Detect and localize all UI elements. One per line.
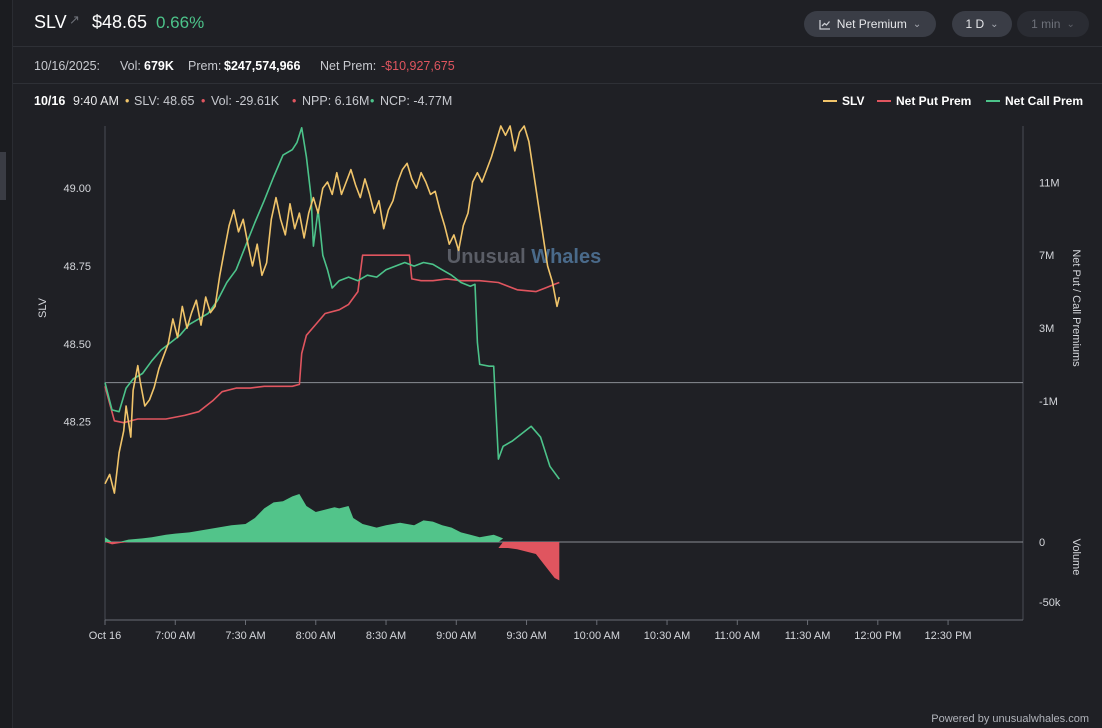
summary-prem-label: Prem: xyxy=(188,59,222,73)
chart-mode-label: Net Premium xyxy=(836,17,907,31)
readout-npp: NPP: 6.16M xyxy=(302,94,370,108)
x-tick-label: 7:30 AM xyxy=(225,630,265,642)
range-label: 1 D xyxy=(965,17,985,31)
premium-tick-label: 3M xyxy=(1039,323,1054,335)
current-price: $48.65 xyxy=(92,12,148,32)
interval-label: 1 min xyxy=(1031,17,1061,31)
readout-dot-vol: • xyxy=(201,94,206,108)
x-tick-label: 11:00 AM xyxy=(714,630,760,642)
interval-dropdown[interactable]: 1 min ⌄ xyxy=(1017,11,1089,37)
volume-tick-label: 0 xyxy=(1039,537,1045,549)
volume-tick-label: -50k xyxy=(1039,597,1061,609)
legend-label-net-call: Net Call Prem xyxy=(1005,94,1084,108)
footer-attribution: Powered by unusualwhales.com xyxy=(931,713,1089,725)
premium-tick-label: 7M xyxy=(1039,250,1054,262)
x-tick-label: 11:30 AM xyxy=(785,630,831,642)
price-tick-label: 48.50 xyxy=(63,339,91,351)
slv-price-line[interactable] xyxy=(104,125,561,494)
net-put-prem-line[interactable] xyxy=(104,254,560,424)
price-tick-label: 48.75 xyxy=(63,261,91,273)
summary-date: 10/16/2025: xyxy=(34,59,101,73)
net-call-prem-line[interactable] xyxy=(104,127,560,480)
x-tick-label: 7:00 AM xyxy=(155,630,195,642)
watermark: Unusual Whales xyxy=(447,246,601,268)
premium-chart[interactable]: Unusual Whales 49.00 48.75 48.50 48.25 SLV 11M… xyxy=(13,0,1102,700)
volume-area-negative xyxy=(105,542,560,581)
readout-dot-npp: • xyxy=(292,94,297,108)
chevron-down-icon: ⌄ xyxy=(990,18,999,30)
line-chart-icon xyxy=(819,19,830,30)
summary-vol-value: 679K xyxy=(144,59,174,73)
range-dropdown[interactable]: 1 D ⌄ xyxy=(952,11,1012,37)
x-tick-label: 12:30 PM xyxy=(925,630,972,642)
ticker-symbol[interactable]: SLV xyxy=(34,12,67,32)
summary-netprem-value: -$10,927,675 xyxy=(381,59,455,73)
left-rail xyxy=(0,0,13,728)
legend-swatch-net-put xyxy=(877,100,891,102)
x-tick-label: 9:00 AM xyxy=(436,630,476,642)
legend-label-net-put: Net Put Prem xyxy=(896,94,972,108)
chart-panel: SLV ↗ $48.65 0.66% Net Premium ⌄ 1 D ⌄ 1… xyxy=(13,0,1102,728)
readout-dot-ncp: • xyxy=(370,94,375,108)
x-tick-label: 9:30 AM xyxy=(506,630,546,642)
readout-date: 10/16 xyxy=(34,94,66,108)
summary-netprem-label: Net Prem: xyxy=(320,59,377,73)
legend-label-slv: SLV xyxy=(842,94,865,108)
premium-tick-label: -1M xyxy=(1039,396,1058,408)
x-tick-label: 10:00 AM xyxy=(574,630,620,642)
legend-slv[interactable]: SLV xyxy=(823,94,864,108)
price-tick-label: 49.00 xyxy=(63,183,91,195)
summary-prem-value: $247,574,966 xyxy=(224,59,301,73)
daily-summary-bar: 10/16/2025: Vol: 679K Prem: $247,574,966… xyxy=(13,47,1102,84)
x-tick-label: 8:00 AM xyxy=(296,630,336,642)
header-bar: SLV ↗ $48.65 0.66% Net Premium ⌄ 1 D ⌄ 1… xyxy=(13,0,1102,47)
readout-slv: SLV: 48.65 xyxy=(134,94,195,108)
chart-mode-dropdown[interactable]: Net Premium ⌄ xyxy=(804,11,936,37)
readout-dot-slv: • xyxy=(125,94,130,108)
readout-ncp: NCP: -4.77M xyxy=(380,94,453,108)
summary-vol-label: Vol: xyxy=(120,59,141,73)
price-tick-label: 48.25 xyxy=(63,417,91,429)
x-tick-label: Oct 16 xyxy=(89,630,121,642)
chevron-down-icon: ⌄ xyxy=(1066,18,1075,30)
price-change: 0.66% xyxy=(156,13,205,32)
volume-area-positive xyxy=(105,494,560,542)
premium-tick-label: 11M xyxy=(1039,177,1060,189)
left-rail-tab[interactable] xyxy=(0,152,6,200)
x-tick-label: 12:00 PM xyxy=(854,630,901,642)
premium-axis-label: Net Put / Call Premiums xyxy=(1070,249,1082,367)
legend-net-put[interactable]: Net Put Prem xyxy=(877,94,971,108)
x-tick-label: 8:30 AM xyxy=(366,630,406,642)
crosshair-readout: 10/16 9:40 AM • SLV: 48.65 • Vol: -29.61… xyxy=(13,84,1102,114)
legend-swatch-net-call xyxy=(986,100,1000,102)
price-axis-label: SLV xyxy=(37,297,49,318)
external-link-icon[interactable]: ↗ xyxy=(69,12,80,27)
x-tick-label: 10:30 AM xyxy=(644,630,690,642)
readout-vol: Vol: -29.61K xyxy=(211,94,280,108)
chevron-down-icon: ⌄ xyxy=(912,18,922,30)
legend-swatch-slv xyxy=(823,100,837,102)
volume-axis-label: Volume xyxy=(1070,539,1082,576)
legend-net-call[interactable]: Net Call Prem xyxy=(986,94,1083,108)
readout-time: 9:40 AM xyxy=(73,94,119,108)
